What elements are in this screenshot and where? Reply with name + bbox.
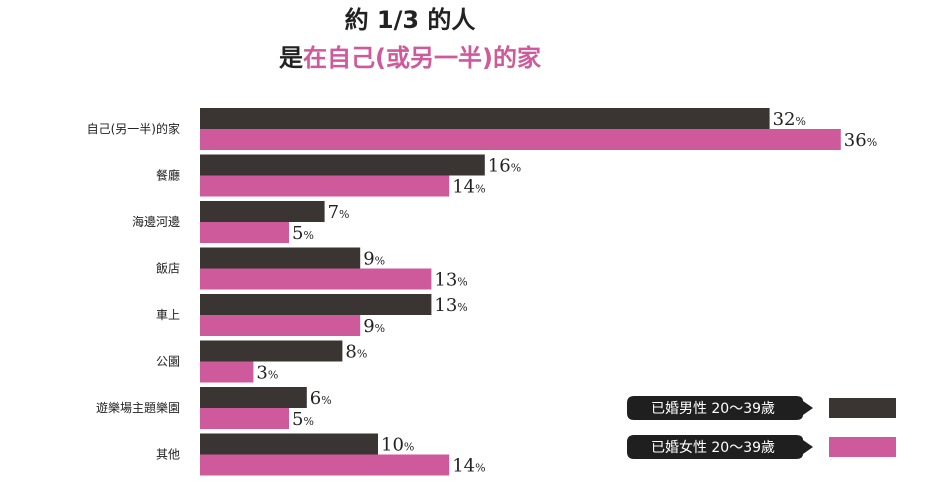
legend-label-pill: [627, 435, 813, 459]
bar: [200, 433, 378, 455]
value-number: 9: [363, 249, 374, 270]
value-unit: %: [375, 322, 385, 335]
bar: [200, 340, 343, 362]
value-number: 14: [452, 177, 475, 198]
bar: [200, 268, 432, 290]
bar: [200, 222, 289, 243]
legend-swatch: [829, 437, 896, 457]
category-label: 餐廳: [156, 168, 180, 183]
value-label: 6%: [310, 388, 332, 409]
bar: [200, 201, 325, 222]
category-label: 海邊河邊: [132, 214, 180, 229]
value-unit: %: [511, 162, 521, 175]
chart-title-line2: 是在自己(或另一半)的家: [279, 44, 541, 72]
value-unit: %: [375, 255, 385, 268]
chart-title-line1: 約 1/3 的人: [345, 6, 476, 34]
value-label: 13%: [434, 295, 467, 316]
value-unit: %: [867, 136, 877, 149]
value-label: 36%: [844, 130, 877, 151]
value-number: 10: [381, 435, 404, 456]
bar: [200, 361, 254, 383]
value-number: 13: [434, 295, 457, 316]
legend-item: 已婚男性 20～39歲: [627, 396, 896, 420]
value-label: 16%: [488, 156, 521, 177]
value-label: 14%: [452, 177, 485, 198]
bar: [200, 387, 307, 408]
value-label: 5%: [292, 223, 314, 244]
bar: [200, 408, 289, 429]
bar: [200, 247, 361, 269]
category-label: 飯店: [156, 261, 180, 276]
legend-label: 已婚男性 20～39歲: [651, 401, 775, 417]
value-number: 36: [844, 130, 867, 151]
value-label: 8%: [345, 342, 367, 363]
value-label: 9%: [363, 249, 385, 270]
value-unit: %: [457, 276, 467, 289]
value-unit: %: [268, 369, 278, 382]
category-label: 公園: [156, 355, 180, 369]
value-label: 13%: [434, 270, 467, 291]
value-label: 5%: [292, 409, 314, 430]
value-unit: %: [475, 183, 485, 196]
value-unit: %: [303, 229, 313, 242]
value-label: 3%: [256, 363, 278, 384]
value-unit: %: [457, 301, 467, 314]
value-unit: %: [303, 415, 313, 428]
bar: [200, 315, 361, 336]
value-number: 16: [488, 156, 511, 177]
value-label: 14%: [452, 456, 485, 477]
legend-label-pill: [627, 396, 813, 420]
value-number: 13: [434, 270, 457, 291]
legend-label: 已婚女性 20～39歲: [651, 439, 775, 456]
value-unit: %: [475, 462, 485, 475]
value-number: 6: [310, 388, 321, 409]
category-label: 其他: [156, 448, 180, 462]
value-label: 10%: [381, 435, 414, 456]
value-labels: 32%36%16%14%7%5%9%13%13%9%8%3%6%5%10%14%: [256, 109, 877, 477]
chart-title-highlight: 在自己(或另一半)的家: [303, 44, 541, 72]
category-label: 車上: [156, 308, 180, 322]
value-unit: %: [404, 441, 414, 454]
bar: [200, 175, 450, 197]
bars: [200, 108, 841, 476]
chart-title-prefix: 是: [279, 44, 303, 72]
value-unit: %: [796, 115, 806, 128]
bar: [200, 108, 770, 129]
value-number: 14: [452, 456, 475, 477]
value-number: 3: [256, 363, 267, 384]
category-label: 遊樂場主題樂園: [96, 400, 180, 415]
category-label: 自己(另一半)的家: [87, 121, 180, 136]
legend-item: 已婚女性 20～39歲: [627, 435, 896, 459]
value-number: 5: [292, 409, 303, 430]
legend-swatch: [829, 398, 896, 418]
value-number: 8: [345, 342, 356, 363]
value-unit: %: [339, 208, 349, 221]
value-number: 5: [292, 223, 303, 244]
bar: [200, 454, 450, 476]
value-number: 32: [773, 109, 796, 130]
value-unit: %: [321, 394, 331, 407]
value-label: 9%: [363, 316, 385, 337]
value-unit: %: [357, 348, 367, 361]
bar: [200, 294, 432, 315]
value-number: 7: [328, 202, 339, 223]
bar: [200, 154, 485, 176]
value-label: 7%: [328, 202, 350, 223]
value-label: 32%: [773, 109, 806, 130]
bar: [200, 129, 841, 150]
value-number: 9: [363, 316, 374, 337]
